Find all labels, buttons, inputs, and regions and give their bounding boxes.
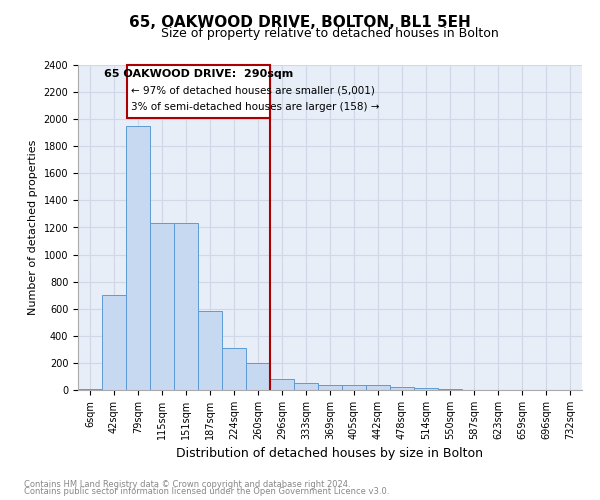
Bar: [246, 363, 270, 390]
Title: Size of property relative to detached houses in Bolton: Size of property relative to detached ho…: [161, 27, 499, 40]
Bar: [78, 388, 102, 390]
Bar: [414, 388, 438, 390]
Y-axis label: Number of detached properties: Number of detached properties: [28, 140, 38, 315]
Bar: [102, 295, 126, 390]
Bar: [222, 348, 246, 390]
Bar: [342, 386, 366, 390]
Bar: [198, 312, 222, 390]
Bar: [126, 126, 150, 390]
Text: 65, OAKWOOD DRIVE, BOLTON, BL1 5EH: 65, OAKWOOD DRIVE, BOLTON, BL1 5EH: [129, 15, 471, 30]
Bar: [294, 382, 318, 390]
X-axis label: Distribution of detached houses by size in Bolton: Distribution of detached houses by size …: [176, 448, 484, 460]
Text: Contains HM Land Registry data © Crown copyright and database right 2024.: Contains HM Land Registry data © Crown c…: [24, 480, 350, 489]
Bar: [390, 388, 414, 390]
Text: 3% of semi-detached houses are larger (158) →: 3% of semi-detached houses are larger (1…: [131, 102, 379, 112]
Bar: [366, 386, 390, 390]
Bar: [150, 224, 174, 390]
Bar: [174, 224, 198, 390]
FancyBboxPatch shape: [127, 65, 270, 118]
Text: ← 97% of detached houses are smaller (5,001): ← 97% of detached houses are smaller (5,…: [131, 86, 374, 96]
Text: 65 OAKWOOD DRIVE:  290sqm: 65 OAKWOOD DRIVE: 290sqm: [104, 69, 293, 79]
Text: Contains public sector information licensed under the Open Government Licence v3: Contains public sector information licen…: [24, 487, 389, 496]
Bar: [318, 384, 342, 390]
Bar: [270, 379, 294, 390]
